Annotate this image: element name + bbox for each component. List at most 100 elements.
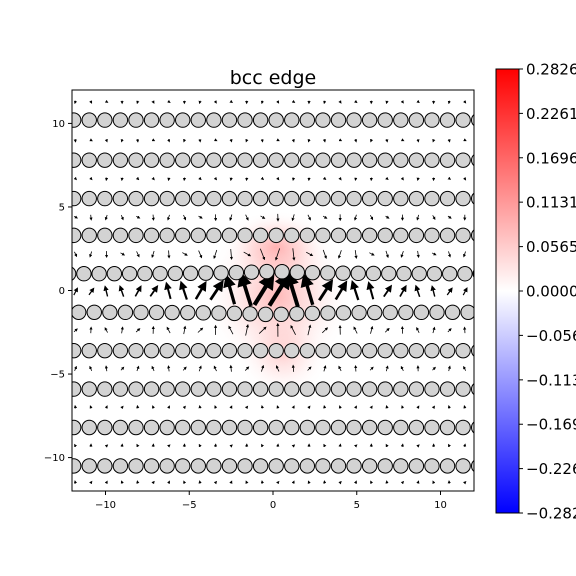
displacement-arrow: [229, 405, 233, 409]
displacement-arrow: [307, 480, 311, 484]
displacement-arrow: [291, 444, 296, 448]
displacement-arrow: [338, 480, 342, 485]
displacement-arrow: [385, 365, 389, 372]
atom: [226, 305, 243, 322]
atom: [221, 227, 238, 244]
atom: [97, 419, 113, 436]
atom: [97, 458, 113, 474]
displacement-arrow: [447, 328, 452, 333]
atom: [393, 227, 409, 244]
atom: [439, 458, 456, 474]
atom: [190, 227, 206, 244]
atom: [284, 112, 300, 128]
displacement-arrow: [338, 138, 343, 142]
atom: [470, 229, 474, 242]
atom: [299, 227, 316, 244]
displacement-arrow: [431, 252, 437, 256]
atom: [137, 265, 153, 282]
x-tick-label: 0: [270, 500, 276, 511]
displacement-arrow: [432, 215, 436, 220]
displacement-arrow: [198, 176, 202, 181]
atom: [143, 419, 160, 436]
displacement-arrow: [354, 99, 358, 104]
displacement-arrow: [260, 215, 266, 219]
atom: [143, 152, 160, 168]
atom: [143, 112, 160, 128]
displacement-arrow: [245, 138, 249, 143]
atom: [81, 190, 97, 207]
atom: [304, 305, 321, 322]
atom: [143, 381, 160, 397]
atom: [81, 112, 97, 128]
atom: [439, 381, 456, 397]
atom: [128, 419, 144, 436]
displacement-arrow: [229, 249, 233, 261]
atom: [252, 381, 269, 397]
atom: [393, 152, 409, 168]
atom: [408, 112, 425, 128]
atom: [190, 381, 206, 397]
atom: [221, 458, 238, 474]
displacement-arrow: [350, 279, 360, 301]
displacement-arrow: [307, 324, 312, 336]
atom: [72, 342, 82, 359]
atom: [268, 190, 284, 207]
atom: [112, 458, 129, 474]
displacement-arrow: [229, 99, 233, 103]
displacement-arrow: [134, 285, 142, 297]
displacement-arrow: [307, 405, 311, 410]
atom: [351, 304, 367, 321]
atom: [289, 264, 305, 280]
atom: [259, 263, 275, 280]
displacement-arrow: [183, 138, 187, 143]
atom: [81, 152, 97, 168]
atom: [408, 458, 425, 474]
atom: [128, 458, 144, 474]
atom: [252, 458, 269, 474]
y-tick-label: 10: [52, 119, 65, 130]
displacement-arrow: [432, 480, 436, 484]
atom: [143, 458, 160, 474]
atom: [97, 227, 113, 244]
displacement-arrow: [104, 99, 109, 103]
atom: [273, 306, 289, 323]
atom: [377, 152, 393, 168]
atom: [159, 112, 175, 128]
atom: [252, 112, 269, 128]
displacement-arrow: [182, 405, 186, 410]
atom: [143, 227, 160, 244]
atom: [413, 304, 430, 321]
displacement-arrow: [416, 444, 420, 448]
displacement-arrow: [399, 284, 407, 297]
displacement-arrow: [276, 176, 280, 181]
atom: [206, 227, 222, 244]
displacement-arrow: [384, 327, 390, 333]
atom: [470, 382, 474, 396]
atom: [398, 304, 414, 321]
displacement-arrow: [135, 176, 140, 181]
displacement-arrow: [179, 280, 188, 300]
atom: [121, 265, 138, 282]
chart-title: bcc edge: [230, 67, 317, 89]
atom: [408, 342, 425, 359]
atom: [424, 342, 440, 359]
displacement-arrow: [229, 214, 233, 221]
atom: [289, 306, 305, 322]
atom: [268, 419, 284, 436]
displacement-arrow: [151, 176, 155, 181]
displacement-arrow: [103, 285, 109, 297]
displacement-arrow: [198, 250, 203, 259]
displacement-arrow: [194, 280, 207, 300]
atom: [346, 190, 362, 207]
displacement-arrow: [432, 366, 436, 371]
atom: [330, 458, 347, 474]
atom: [346, 152, 362, 168]
atom: [81, 381, 97, 397]
displacement-arrow: [318, 279, 334, 302]
colorbar-tick-label: −0.2826: [526, 505, 576, 523]
atom: [117, 304, 134, 321]
atom: [190, 190, 206, 207]
atom: [381, 265, 397, 282]
atom: [361, 381, 378, 397]
atom: [377, 381, 393, 397]
